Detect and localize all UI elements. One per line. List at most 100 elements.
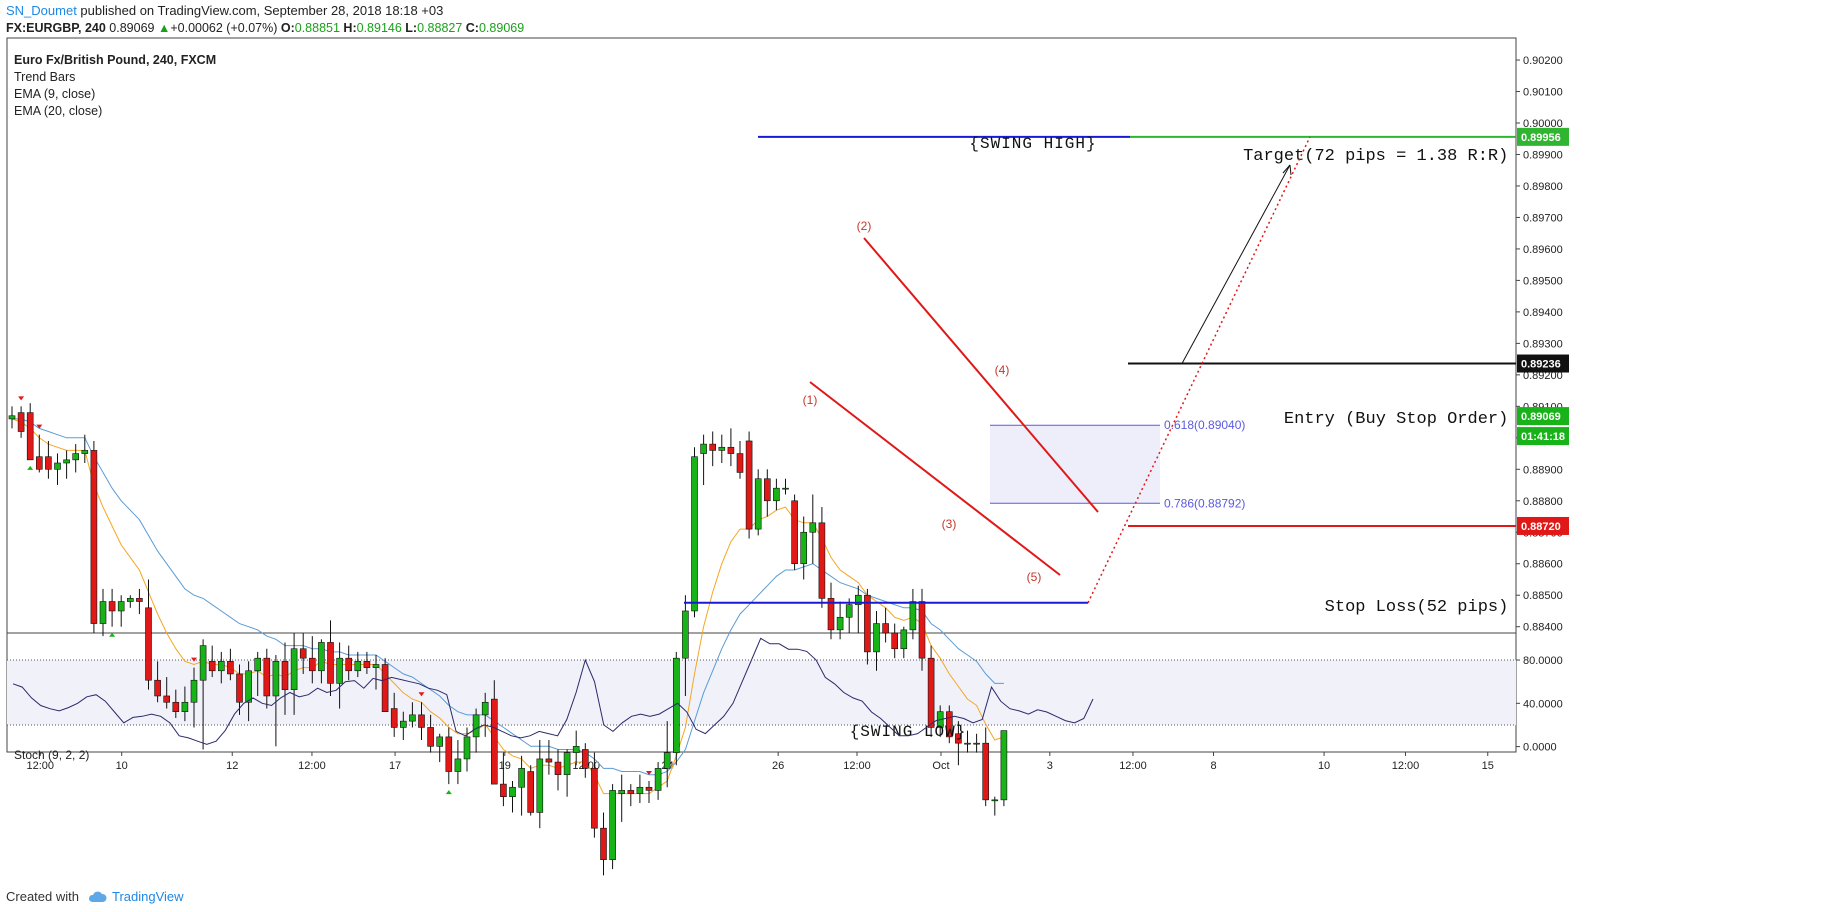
time-tick-label: 12:00: [27, 760, 55, 772]
stoch-line: [12, 637, 1094, 745]
candle-bear: [545, 758, 553, 763]
candle-bear: [591, 768, 598, 829]
candle-bull: [272, 661, 280, 697]
candle-bear: [108, 601, 116, 612]
price-tick-label: 0.90200: [1523, 55, 1563, 67]
candle-bear: [554, 761, 562, 775]
candle-bear: [363, 661, 371, 668]
candle-bear: [864, 594, 871, 653]
swing-high-label: {SWING HIGH}: [969, 135, 1096, 153]
time-tick-label: 8: [1210, 760, 1216, 772]
candle-bear: [418, 714, 425, 728]
candle-bull: [873, 623, 880, 653]
up-arrow-icon: ▲: [157, 21, 171, 35]
candle-bull: [318, 642, 325, 672]
candle-bull: [563, 752, 571, 775]
candle-bear: [581, 749, 589, 769]
candle-bull: [836, 616, 844, 631]
candle-bear: [227, 661, 234, 675]
price-tick-label: 0.89700: [1523, 212, 1563, 224]
stop-price-tag: 0.88720: [1521, 521, 1561, 533]
candle-bear: [17, 412, 25, 432]
candle-bear: [90, 450, 98, 624]
stoch-tick-label: 40.0000: [1523, 698, 1563, 710]
created-with-label: Created with: [6, 889, 79, 904]
wave-label: (1): [803, 393, 818, 407]
author-link[interactable]: SN_Doumet: [6, 3, 77, 18]
low-label: L:: [405, 21, 418, 35]
time-tick-label: 19: [499, 760, 511, 772]
candle-bull: [463, 736, 471, 760]
candle-bear: [35, 456, 43, 470]
price-tick-label: 0.88900: [1523, 464, 1563, 476]
candle-bull: [900, 629, 908, 650]
symbol-label: FX:EURGBP, 240: [6, 21, 106, 35]
fib-zone: [990, 425, 1160, 504]
time-tick-label: 12: [226, 760, 238, 772]
candle-bull: [190, 679, 198, 703]
candle-bull: [254, 657, 261, 672]
candle-bear: [645, 786, 653, 791]
down-marker-icon: [36, 424, 43, 429]
candle-bull: [773, 487, 780, 502]
time-tick-label: 3: [1047, 760, 1053, 772]
candle-bull: [409, 714, 416, 722]
swing-low-label: {SWING LOW}: [850, 723, 967, 741]
channel-upper-line: [863, 237, 1099, 513]
price-tick-label: 0.89800: [1523, 181, 1563, 193]
up-marker-icon: [27, 465, 34, 470]
candle-bull: [800, 531, 808, 565]
entry-label: Entry (Buy Stop Order): [1284, 410, 1508, 429]
last-price: 0.89069: [109, 21, 155, 35]
price-tick-label: 0.89900: [1523, 149, 1563, 161]
candle-bull: [654, 768, 662, 791]
legend-item-ema20[interactable]: EMA (20, close): [14, 104, 103, 118]
time-tick-label: 12:00: [843, 760, 871, 772]
target-label: Target(72 pips = 1.38 R:R): [1243, 147, 1508, 166]
legend-item-ema9[interactable]: EMA (9, close): [14, 87, 96, 101]
ema9-line: [11, 418, 1005, 795]
candle-bull: [127, 598, 134, 602]
candle-bull: [72, 453, 79, 461]
candle-bull: [636, 786, 644, 794]
tradingview-brand[interactable]: TradingView: [87, 889, 184, 904]
up-marker-icon: [109, 632, 116, 637]
candle-bear: [763, 478, 771, 502]
candle-bull: [809, 522, 817, 533]
fib-618-label: 0.618(0.89040): [1164, 418, 1245, 432]
wave-label: (4): [995, 363, 1010, 377]
target-price-tag: 0.89956: [1521, 132, 1561, 144]
candle-bull: [245, 670, 252, 703]
candle-bull: [700, 443, 707, 454]
candle-bull: [1000, 730, 1008, 801]
candle-bear: [745, 440, 753, 530]
candle-bear: [709, 443, 717, 451]
time-tick-label: Oct: [932, 760, 949, 772]
candle-bull: [754, 478, 762, 530]
time-tick-label: 17: [389, 760, 401, 772]
legend-item-trend-bars[interactable]: Trend Bars: [14, 70, 76, 84]
candle-bull: [691, 456, 698, 612]
candle-bear: [327, 642, 334, 684]
price-tick-label: 0.88800: [1523, 496, 1563, 508]
candle-bull: [481, 701, 489, 716]
candle-bear: [299, 648, 307, 659]
price-tick-label: 0.89200: [1523, 370, 1563, 382]
candle-bear: [490, 698, 498, 785]
stop-loss-label: Stop Loss(52 pips): [1325, 598, 1509, 617]
candle-bear: [955, 733, 962, 744]
channel-lower-line: [809, 381, 1061, 576]
entry-price-tag-bg: [1517, 354, 1569, 373]
time-tick-label: 12:00: [1392, 760, 1420, 772]
stoch-legend[interactable]: Stoch (9, 2, 2): [14, 748, 90, 762]
candle-bull: [181, 701, 189, 713]
fib-786-label: 0.786(0.88792): [1164, 496, 1245, 510]
candle-bull: [609, 790, 616, 860]
candle-bear: [945, 711, 953, 738]
open-label: O:: [280, 21, 295, 35]
price-tick-label: 0.88500: [1523, 590, 1563, 602]
candle-bear: [263, 657, 271, 697]
down-marker-icon: [18, 396, 25, 401]
price-tick-label: 0.89600: [1523, 244, 1563, 256]
